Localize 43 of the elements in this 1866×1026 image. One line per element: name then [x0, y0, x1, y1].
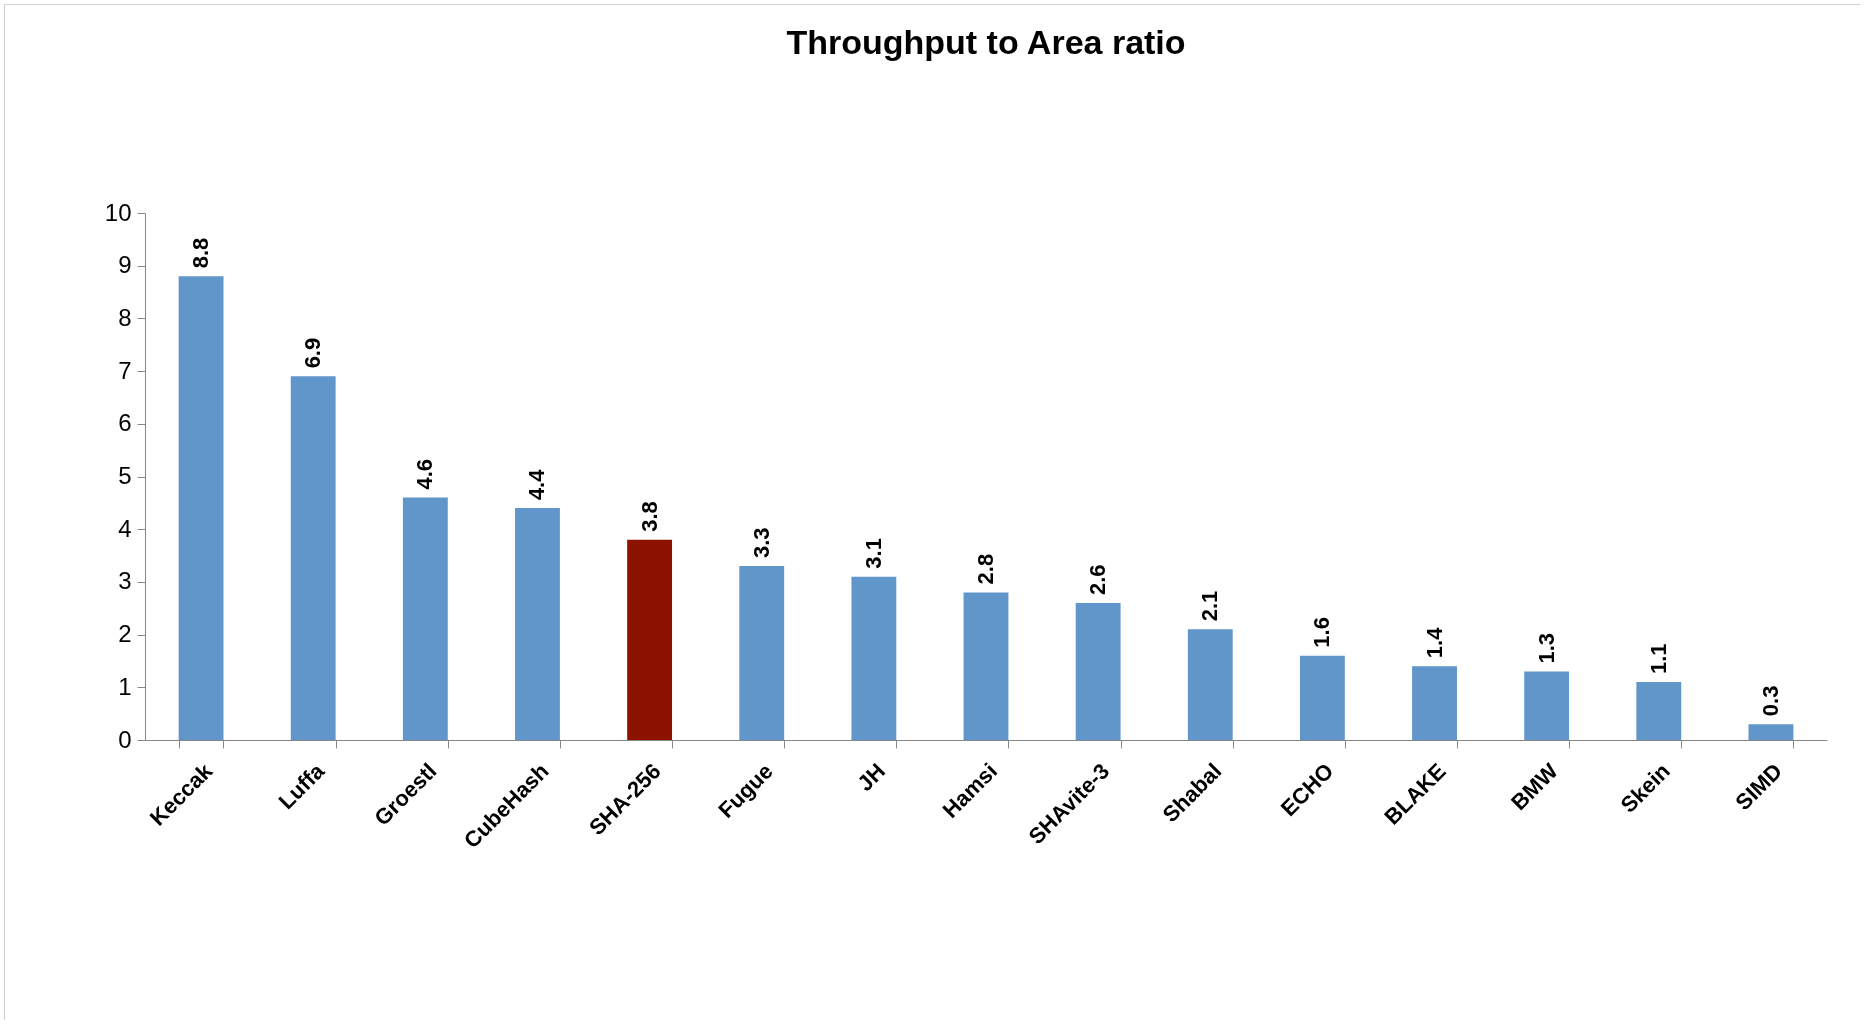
- y-tick-label: 1: [118, 672, 132, 700]
- data-label: 4.4: [524, 468, 550, 501]
- data-label: 2.6: [1085, 564, 1111, 595]
- data-label: 0.3: [1757, 685, 1783, 717]
- bar: [290, 376, 336, 740]
- y-tick-label: 6: [118, 409, 132, 437]
- data-label: 8.8: [188, 237, 214, 269]
- y-tick-label: 7: [118, 356, 132, 384]
- bar: [1524, 671, 1570, 740]
- bar: [1299, 655, 1345, 740]
- y-tick-label: 5: [118, 462, 132, 489]
- bar: [515, 508, 560, 740]
- bar: [627, 539, 673, 740]
- y-tick-label: 4: [118, 514, 132, 542]
- data-label: 2.1: [1197, 590, 1223, 622]
- data-label: 1.3: [1533, 632, 1559, 664]
- bar: [1075, 602, 1121, 740]
- chart-title: Throughput to Area ratio: [786, 23, 1186, 61]
- data-label: 6.9: [300, 337, 326, 369]
- y-tick-label: 0: [118, 725, 132, 753]
- y-tick-label: 10: [104, 198, 132, 226]
- data-label: 1.6: [1309, 617, 1335, 648]
- bar: [178, 276, 224, 740]
- data-label: 3.8: [636, 501, 662, 532]
- bar: [402, 497, 448, 740]
- y-tick-label: 9: [118, 251, 132, 279]
- x-tick-label: JH: [852, 758, 890, 796]
- data-label: 1.1: [1645, 643, 1671, 675]
- data-label: 1.4: [1421, 626, 1447, 659]
- y-tick-label: 2: [118, 620, 132, 648]
- bar: [851, 576, 897, 740]
- data-label: 3.1: [860, 538, 886, 569]
- bar: [1748, 724, 1794, 740]
- y-tick-label: 3: [118, 567, 132, 595]
- data-label: 4.6: [412, 458, 438, 490]
- bar: [1187, 629, 1233, 740]
- y-tick-label: 8: [118, 303, 132, 331]
- data-label: 3.3: [748, 527, 774, 559]
- bar: [739, 566, 785, 740]
- bar: [963, 592, 1009, 740]
- bar: [1412, 666, 1457, 740]
- data-label: 2.8: [973, 553, 998, 585]
- bar: [1636, 682, 1682, 740]
